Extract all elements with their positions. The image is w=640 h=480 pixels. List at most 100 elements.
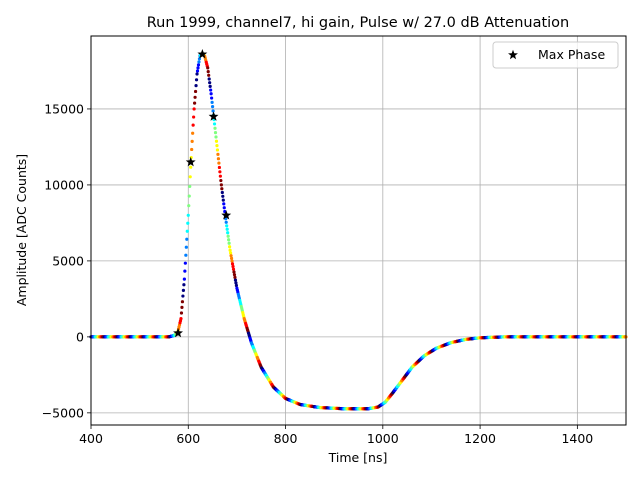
waveform-point <box>187 194 191 198</box>
legend-box <box>492 41 619 69</box>
waveform-point <box>215 148 220 152</box>
waveform-point <box>208 81 212 85</box>
waveform-point <box>184 245 188 249</box>
waveform-point <box>206 66 210 70</box>
waveform-point <box>185 229 189 233</box>
waveform-point <box>234 281 238 285</box>
waveform-point <box>216 157 221 161</box>
waveform-point <box>227 238 231 242</box>
waveform-point <box>193 101 197 105</box>
max-phase-marker <box>185 156 196 167</box>
waveform-point <box>211 109 215 113</box>
waveform-point <box>196 63 201 67</box>
max-phase-series <box>173 49 232 338</box>
x-tick-label: 800 <box>274 431 298 446</box>
waveform-point <box>220 190 224 195</box>
waveform-point <box>228 245 232 249</box>
waveform-point <box>226 234 230 238</box>
y-axis-label: Amplitude [ADC Counts] <box>14 154 29 306</box>
waveform-point <box>230 259 234 263</box>
x-tick-label: 400 <box>79 431 103 446</box>
waveform-point <box>185 237 189 241</box>
waveform-point <box>179 317 183 321</box>
waveform-point <box>209 92 213 96</box>
waveform-point <box>180 305 184 309</box>
waveform-point <box>221 194 225 198</box>
y-axis: −5000 0 5000 10000 15000 <box>42 101 91 420</box>
waveform-point <box>191 123 195 127</box>
waveform-point <box>194 84 198 88</box>
x-tick-label: 1200 <box>464 431 496 446</box>
waveform-point <box>224 220 228 224</box>
waveform-point <box>192 115 196 119</box>
max-phase-marker <box>221 210 232 220</box>
waveform-point <box>182 283 186 287</box>
waveform-point <box>233 275 237 279</box>
waveform-point <box>184 253 188 257</box>
waveform-point <box>195 72 199 76</box>
waveform-point <box>188 175 192 179</box>
waveform-point <box>228 251 233 255</box>
x-tick-label: 1000 <box>367 431 399 446</box>
waveform-point <box>180 300 185 304</box>
waveform-point <box>215 144 219 148</box>
waveform-point <box>221 198 225 202</box>
waveform-point <box>229 256 234 260</box>
max-phase-marker <box>173 327 183 338</box>
waveform-point <box>207 73 211 77</box>
waveform-point <box>190 147 194 152</box>
waveform-point <box>222 206 226 210</box>
y-tick-label: 5000 <box>52 253 84 268</box>
x-tick-label: 600 <box>176 431 200 446</box>
y-tick-label: −5000 <box>42 405 84 420</box>
waveform-point <box>197 57 202 61</box>
waveform-point <box>206 70 210 74</box>
waveform-point <box>213 131 218 135</box>
waveform-point <box>222 202 226 206</box>
waveform-point <box>234 283 239 288</box>
waveform-point <box>183 261 187 265</box>
waveform-point <box>217 165 221 170</box>
waveform-point <box>197 60 201 64</box>
waveform-series <box>89 51 628 411</box>
waveform-point <box>220 187 224 191</box>
waveform-point <box>210 100 214 104</box>
waveform-point <box>208 84 212 88</box>
legend-entry-max-phase: Max Phase <box>538 47 605 62</box>
chart-title: Run 1999, channel7, hi gain, Pulse w/ 27… <box>147 15 570 31</box>
legend: Max Phase <box>492 41 619 69</box>
waveform-point <box>190 139 194 143</box>
waveform-point <box>231 264 235 269</box>
waveform-point <box>183 269 187 273</box>
waveform-point <box>232 273 237 277</box>
waveform-point <box>225 227 229 231</box>
waveform-point <box>226 231 230 235</box>
waveform-point <box>233 278 238 282</box>
waveform-point <box>232 270 236 274</box>
y-tick-label: 10000 <box>44 177 84 192</box>
legend-star-icon <box>508 49 518 60</box>
waveform-point <box>217 161 221 165</box>
waveform-point <box>214 135 218 139</box>
waveform-point <box>209 88 213 92</box>
x-tick-label: 1400 <box>561 431 593 446</box>
waveform-point <box>193 89 198 94</box>
waveform-point <box>231 267 236 271</box>
waveform-point <box>194 78 199 82</box>
waveform-point <box>181 288 186 293</box>
waveform-point <box>227 241 231 245</box>
waveform-point <box>214 139 219 143</box>
waveform-point <box>210 96 214 100</box>
waveform-point <box>230 262 235 266</box>
waveform-point <box>218 174 222 178</box>
waveform-point <box>229 254 233 258</box>
waveform-point <box>189 165 193 169</box>
waveform-point <box>219 183 223 187</box>
max-phase-marker <box>208 111 219 121</box>
y-tick-label: 0 <box>76 329 84 344</box>
waveform-point <box>179 311 184 315</box>
waveform-point <box>192 107 196 111</box>
waveform-point <box>186 221 190 225</box>
y-tick-label: 15000 <box>44 101 84 116</box>
